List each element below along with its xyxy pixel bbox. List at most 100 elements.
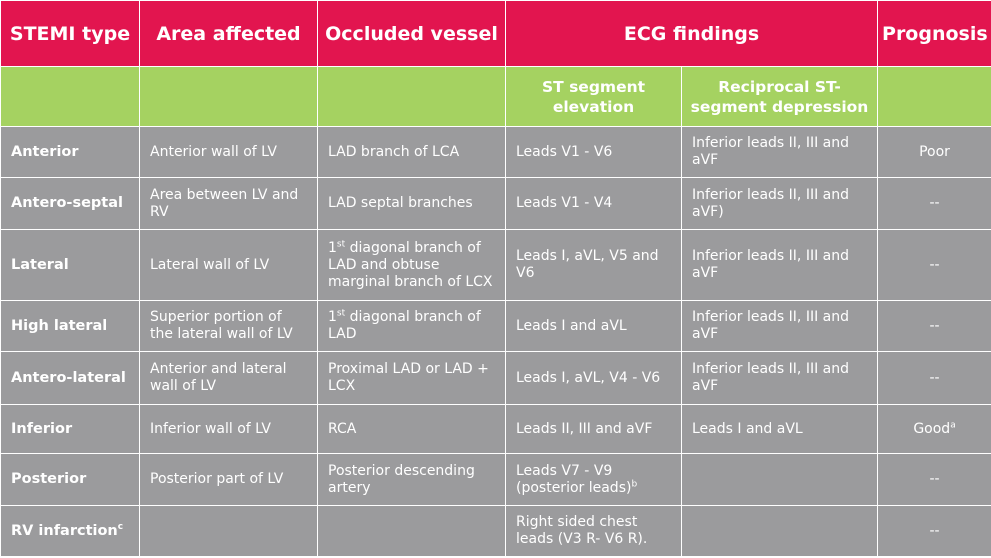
cell-st-depression: [680, 505, 879, 557]
cell-st-depression: Inferior leads II, III and aVF): [680, 177, 879, 230]
cell-prognosis-text: --: [929, 522, 940, 539]
cell-area-affected-text: Anterior and lateral wall of LV: [150, 361, 287, 394]
subheader-st-elevation: ST segment elevation: [505, 66, 682, 127]
cell-st-depression: [680, 453, 879, 506]
footnote-marker: a: [950, 419, 956, 430]
cell-stemi-type: High lateral: [0, 300, 140, 352]
cell-area-affected: Inferior wall of LV: [139, 404, 318, 454]
ordinal-superscript: st: [336, 308, 346, 319]
cell-st-depression-text: Inferior leads II, III and aVF: [692, 248, 850, 281]
cell-st-depression-text: Inferior leads II, III and aVF): [692, 186, 850, 220]
cell-st-elevation: Leads V1 - V4: [505, 177, 682, 230]
cell-area-affected: [139, 505, 318, 557]
cell-stemi-type: Inferior: [0, 404, 140, 454]
table-row: Inferior Inferior wall of LV RCA Leads II, …: [0, 404, 991, 454]
cell-occluded-vessel-text: Posterior descending artery: [328, 462, 475, 496]
footnote-marker: c: [117, 521, 124, 532]
cell-area-affected: Posterior part of LV: [139, 453, 318, 506]
cell-prognosis: --: [877, 229, 991, 301]
cell-st-elevation-text: Leads I, aVL, V5 and V6: [516, 248, 659, 281]
header-occluded-vessel: Occluded vessel: [317, 0, 506, 67]
header-row: STEMI type Area affected Occluded vessel…: [0, 0, 991, 67]
cell-occluded-vessel: [317, 505, 506, 557]
cell-occluded-vessel: Posterior descending artery: [317, 453, 506, 506]
cell-stemi-type: Lateral: [0, 229, 140, 301]
table-row: Anterior Anterior wall of LV LAD branch of…: [0, 126, 991, 178]
cell-stemi-type-text: RV infarction: [11, 522, 118, 539]
cell-prognosis-text: --: [929, 369, 940, 386]
cell-stemi-type-text: Lateral: [11, 256, 69, 273]
subheader-row: ST segment elevation Reciprocal ST-segme…: [0, 66, 991, 127]
cell-st-depression-text: Leads I and aVL: [692, 420, 803, 437]
cell-st-depression-text: Inferior leads II, III and aVF: [692, 135, 850, 168]
cell-st-elevation-text: Leads V1 - V4: [516, 195, 613, 211]
cell-st-elevation-text: Leads II, III and aVF: [516, 420, 653, 437]
subheader-empty: [0, 66, 140, 127]
cell-stemi-type-text: Posterior: [11, 471, 87, 487]
cell-prognosis: Poor: [877, 126, 991, 178]
cell-stemi-type: Antero-lateral: [0, 351, 140, 405]
footnote-marker: b: [631, 478, 638, 489]
cell-prognosis-text: Poor: [919, 143, 950, 160]
table-row: RV infarctionc Right sided chest leads (V…: [0, 505, 991, 557]
cell-stemi-type-text: Antero-lateral: [11, 369, 126, 386]
cell-area-affected: Anterior wall of LV: [139, 126, 318, 178]
cell-st-depression: Inferior leads II, III and aVF: [680, 300, 879, 352]
subheader-empty: [877, 66, 991, 127]
cell-occluded-vessel: LAD septal branches: [317, 177, 506, 230]
cell-area-affected-text: Posterior part of LV: [150, 471, 284, 487]
cell-stemi-type: Anterior: [0, 126, 140, 178]
cell-occluded-vessel: 1st diagonal branch of LAD: [317, 300, 506, 352]
subheader-empty: [317, 66, 506, 127]
cell-occluded-vessel-text: diagonal branch of LAD: [328, 309, 481, 342]
cell-st-elevation: Leads V1 - V6: [505, 126, 682, 178]
cell-area-affected-text: Anterior wall of LV: [150, 143, 278, 160]
cell-occluded-vessel-text: diagonal branch of LAD and obtuse margin…: [328, 239, 493, 290]
cell-st-depression: Leads I and aVL: [680, 404, 879, 454]
subheader-st-depression: Reciprocal ST-segment depression: [680, 66, 879, 127]
cell-occluded-vessel-text: RCA: [328, 420, 357, 437]
cell-prognosis: --: [877, 351, 991, 405]
cell-area-affected: Lateral wall of LV: [139, 229, 318, 301]
cell-prognosis: Gooda: [877, 404, 991, 454]
cell-stemi-type: Posterior: [0, 453, 140, 506]
cell-prognosis: --: [877, 177, 991, 230]
cell-st-depression-text: Inferior leads II, III and aVF: [692, 361, 850, 394]
cell-st-elevation: Right sided chest leads (V3 R- V6 R).: [505, 505, 682, 557]
cell-st-elevation-text: Right sided chest leads (V3 R- V6 R).: [516, 514, 648, 547]
vessel-ordinal: 1: [328, 309, 337, 325]
cell-st-depression-text: Inferior leads II, III and aVF: [692, 309, 850, 342]
cell-st-depression: Inferior leads II, III and aVF: [680, 126, 879, 178]
cell-area-affected-text: Superior portion of the lateral wall of …: [150, 309, 293, 342]
subheader-empty: [139, 66, 318, 127]
table-row: Antero-lateral Anterior and lateral wall …: [0, 351, 991, 405]
header-area-affected: Area affected: [139, 0, 318, 67]
header-prognosis: Prognosis: [877, 0, 991, 67]
cell-prognosis-text: --: [929, 317, 940, 334]
cell-stemi-type: RV infarctionc: [0, 505, 140, 557]
cell-occluded-vessel: 1st diagonal branch of LAD and obtuse ma…: [317, 229, 506, 301]
cell-area-affected-text: Lateral wall of LV: [150, 256, 270, 273]
cell-st-elevation-text: Leads I and aVL: [516, 317, 627, 334]
vessel-ordinal: 1: [328, 239, 337, 256]
ordinal-superscript: st: [336, 238, 346, 249]
cell-occluded-vessel-text: LAD septal branches: [328, 195, 473, 211]
cell-st-depression: Inferior leads II, III and aVF: [680, 229, 879, 301]
cell-stemi-type: Antero-septal: [0, 177, 140, 230]
cell-stemi-type-text: High lateral: [11, 317, 108, 334]
table-row: Posterior Posterior part of LV Posterior d…: [0, 453, 991, 506]
cell-st-depression: Inferior leads II, III and aVF: [680, 351, 879, 405]
cell-occluded-vessel: LAD branch of LCA: [317, 126, 506, 178]
cell-occluded-vessel: Proximal LAD or LAD + LCX: [317, 351, 506, 405]
cell-prognosis-text: Good: [913, 420, 951, 437]
table-row: Antero-septal Area between LV and RV LAD s…: [0, 177, 991, 230]
table-body: Anterior Anterior wall of LV LAD branch of…: [0, 126, 991, 557]
cell-prognosis: --: [877, 505, 991, 557]
cell-area-affected: Area between LV and RV: [139, 177, 318, 230]
cell-occluded-vessel-text: LAD branch of LCA: [328, 143, 460, 160]
cell-area-affected-text: Inferior wall of LV: [150, 420, 272, 437]
cell-stemi-type-text: Inferior: [11, 420, 73, 437]
cell-area-affected: Superior portion of the lateral wall of …: [139, 300, 318, 352]
cell-prognosis: --: [877, 453, 991, 506]
